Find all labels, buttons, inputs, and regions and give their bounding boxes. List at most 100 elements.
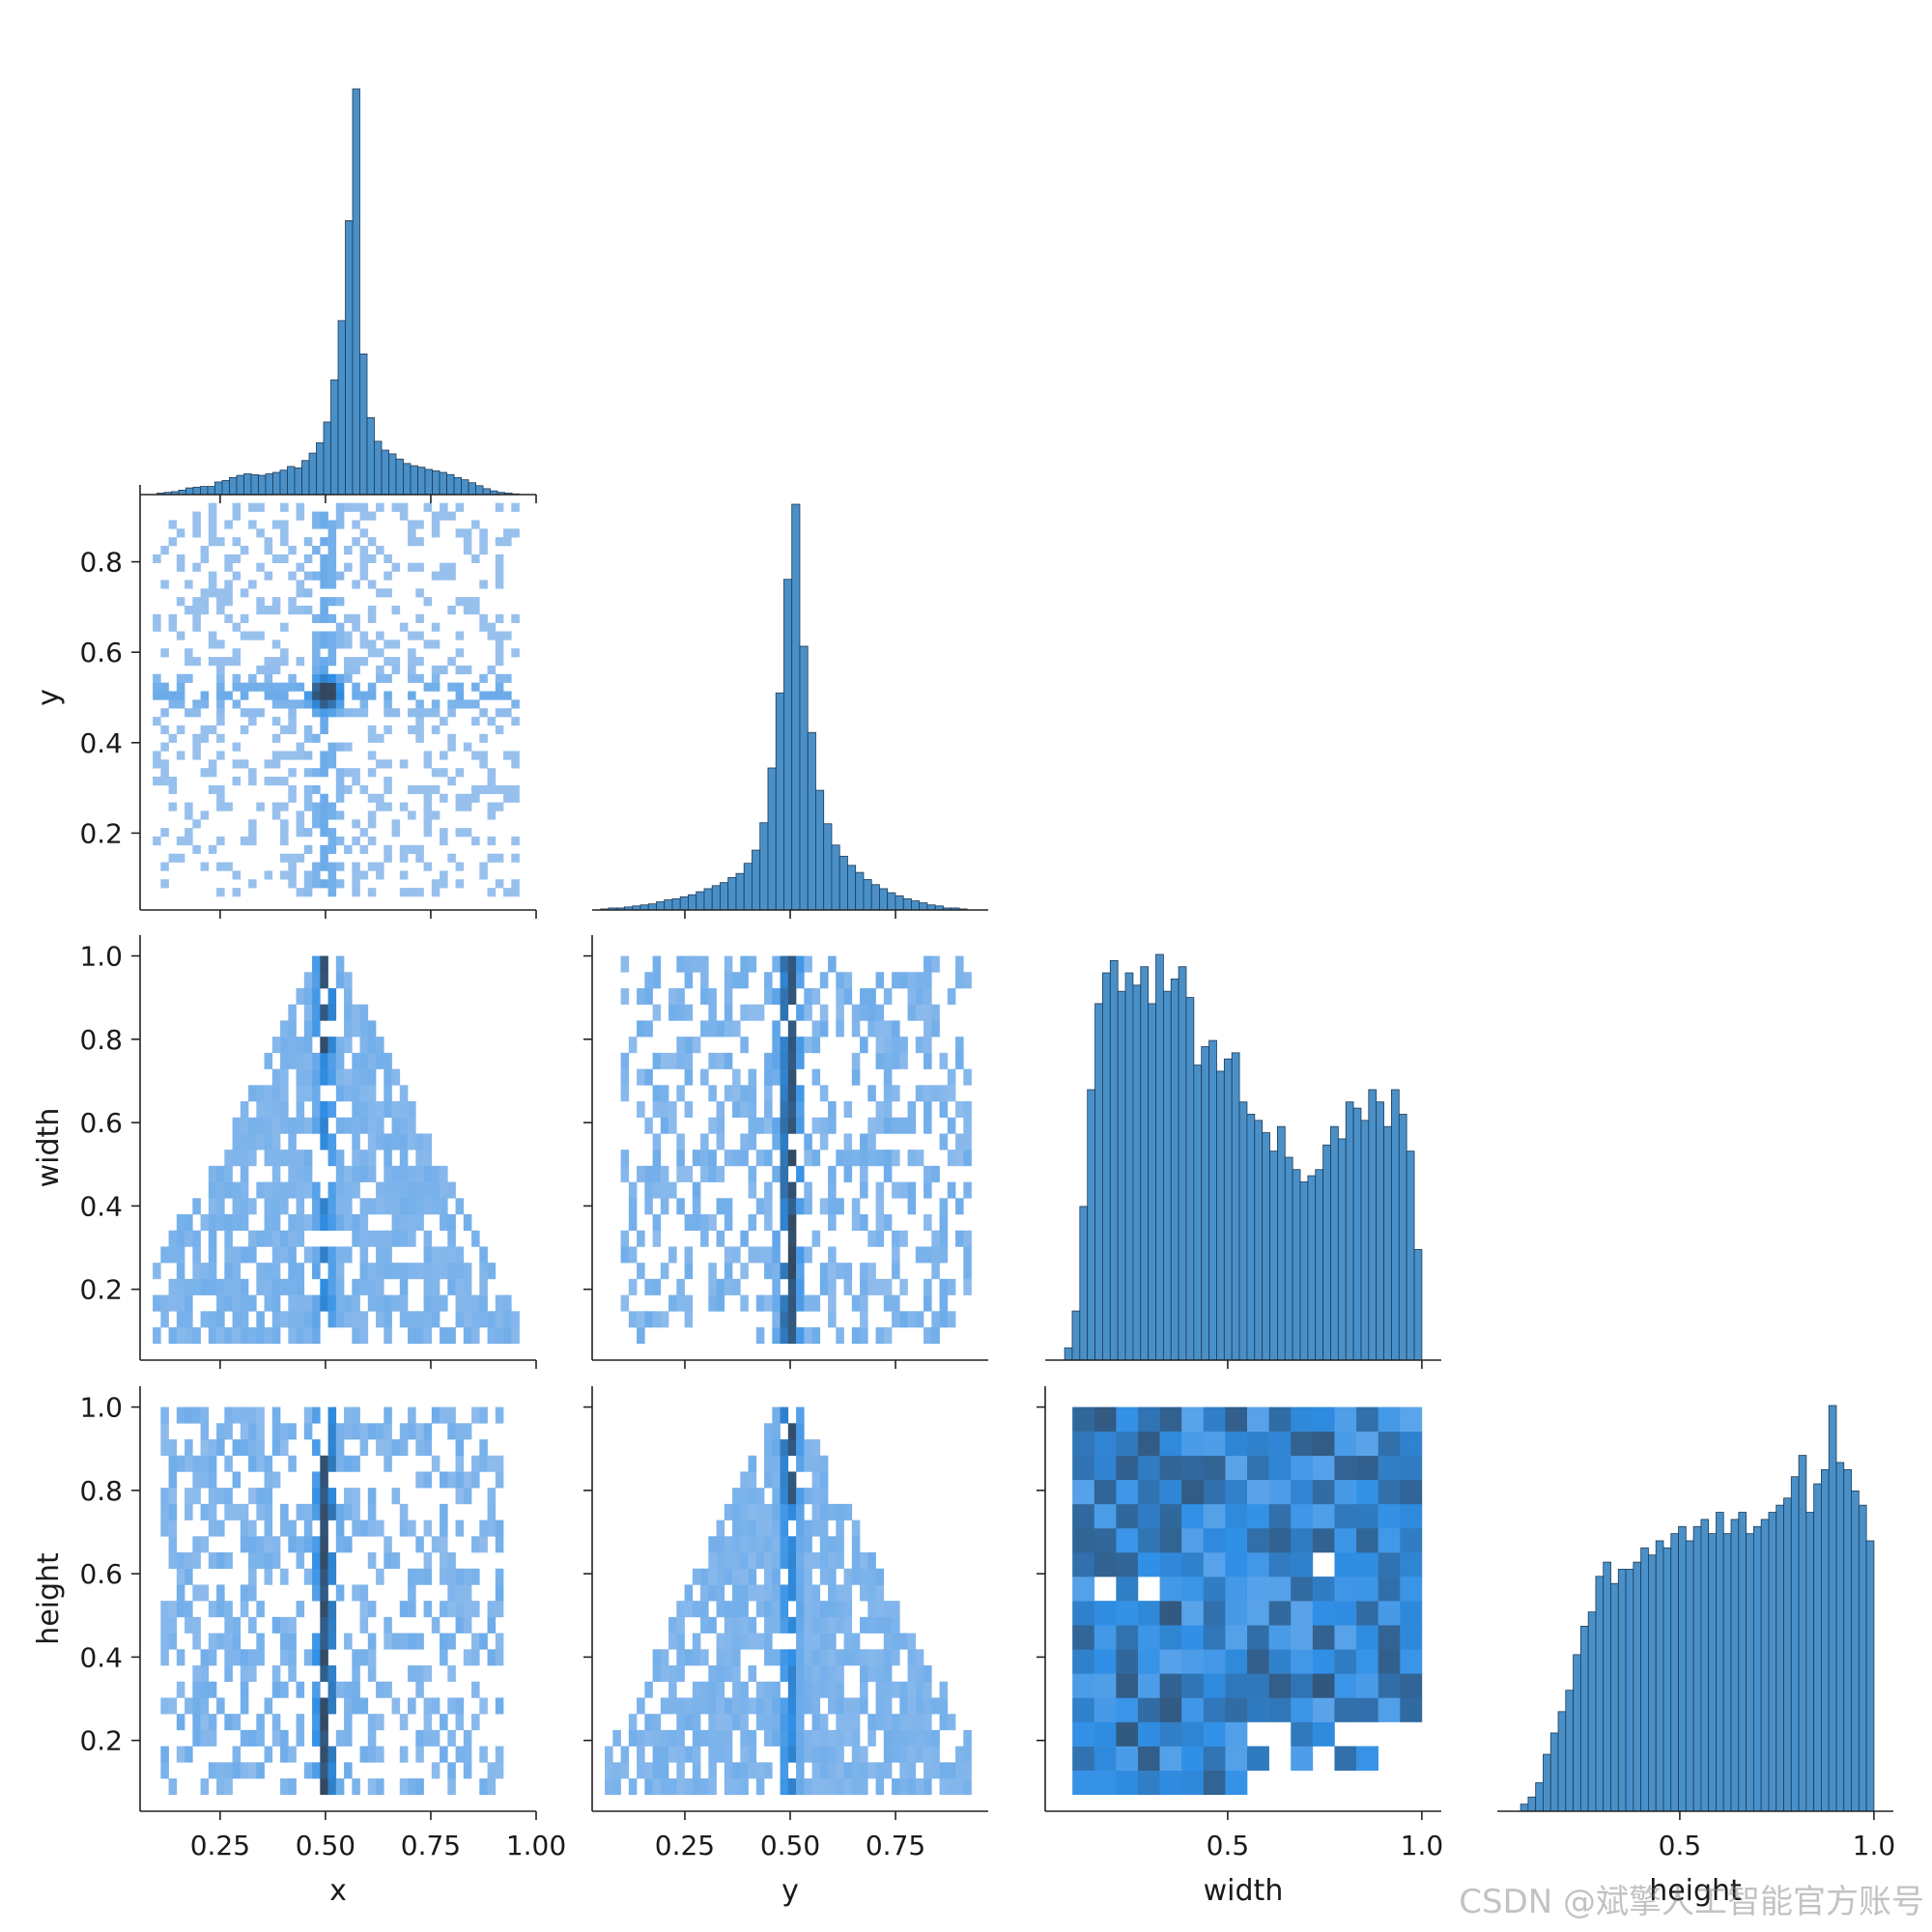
density-cell <box>883 1327 893 1345</box>
density-cell <box>431 1278 440 1295</box>
density-cell <box>628 1311 638 1328</box>
density-cell <box>208 1278 217 1295</box>
density-cell <box>1159 1503 1182 1529</box>
density-cell <box>455 1263 465 1280</box>
density-cell <box>676 1778 685 1796</box>
hist-bar-width <box>1299 1181 1309 1361</box>
density-cell <box>479 751 488 760</box>
density-cell <box>208 657 217 667</box>
density-cell <box>860 1004 868 1021</box>
density-cell <box>399 1601 409 1618</box>
density-cell <box>185 1327 193 1345</box>
density-cell <box>352 657 360 667</box>
density-cell <box>511 613 520 623</box>
density-cell <box>264 1230 273 1247</box>
density-cell <box>216 888 225 897</box>
density-cell <box>399 1101 409 1119</box>
density-cell <box>391 1214 401 1232</box>
density-cell <box>796 1746 805 1763</box>
density-cell <box>495 1471 504 1489</box>
density-cell <box>796 1246 805 1264</box>
density-cell <box>192 742 201 752</box>
density-cell <box>335 793 345 803</box>
density-cell <box>320 657 328 667</box>
density-cell <box>224 1488 233 1505</box>
density-cell <box>303 751 313 760</box>
density-cell <box>1137 1431 1160 1457</box>
density-cell <box>271 1085 281 1102</box>
density-cell <box>883 1037 893 1054</box>
density-cell <box>271 1198 281 1215</box>
density-cell <box>1159 1625 1182 1650</box>
density-cell <box>875 1568 885 1585</box>
density-cell <box>487 717 497 726</box>
density-cell <box>780 1697 789 1715</box>
density-cell <box>700 988 709 1006</box>
density-cell <box>463 1762 472 1779</box>
density-cell <box>344 1633 353 1650</box>
density-cell <box>248 879 257 889</box>
density-cell <box>327 759 337 769</box>
density-cell <box>1203 1503 1226 1529</box>
density-cell <box>684 1778 694 1796</box>
density-cell <box>376 802 384 811</box>
hist-bar-height <box>1692 1525 1702 1812</box>
density-cell <box>271 1714 281 1731</box>
density-cell <box>344 784 353 795</box>
density-cell <box>208 1439 217 1457</box>
density-cell <box>923 1085 932 1102</box>
density-cell <box>431 699 440 709</box>
density-cell <box>867 1552 876 1570</box>
density-cell <box>487 631 497 640</box>
density-cell <box>1137 1552 1160 1577</box>
density-cell <box>359 562 369 572</box>
density-cell <box>684 1649 694 1666</box>
density-cell <box>440 1294 448 1312</box>
density-cell <box>335 571 345 581</box>
density-cell <box>376 1278 384 1295</box>
density-cell <box>772 1552 781 1570</box>
density-cell <box>208 1471 217 1489</box>
density-cell <box>860 1150 868 1167</box>
density-cell <box>256 502 265 512</box>
density-cell <box>1094 1406 1117 1432</box>
density-cell <box>359 1068 369 1086</box>
density-cell <box>764 1762 773 1779</box>
density-cell <box>947 1762 956 1779</box>
density-cell <box>447 1568 456 1585</box>
density-cell <box>1159 1673 1182 1698</box>
density-cell <box>1159 1649 1182 1674</box>
density-cell <box>487 777 497 786</box>
density-cell <box>359 554 369 563</box>
density-cell <box>479 708 488 718</box>
density-cell <box>1116 1527 1139 1553</box>
density-cell <box>216 1520 225 1537</box>
density-cell <box>455 502 465 512</box>
density-cell <box>176 836 185 846</box>
density-cell <box>787 1488 797 1505</box>
density-cell <box>352 1117 360 1134</box>
density-cell <box>208 759 217 769</box>
density-cell <box>408 1697 416 1715</box>
density-cell <box>804 1439 812 1457</box>
density-cell <box>359 502 369 512</box>
density-cell <box>192 1246 201 1264</box>
density-cell <box>503 793 512 803</box>
density-cell <box>787 1294 797 1312</box>
density-cell <box>303 1406 313 1424</box>
density-cell <box>495 1406 504 1424</box>
density-cell <box>415 844 424 854</box>
density-cell <box>327 691 337 700</box>
density-cell <box>415 784 424 795</box>
density-cell <box>352 1665 360 1683</box>
hist-bar-x <box>482 488 491 496</box>
density-cell <box>684 1101 694 1119</box>
density-cell <box>923 955 932 973</box>
hist-bar-x <box>258 474 267 496</box>
hist-bar-width <box>1124 972 1134 1361</box>
density-cell <box>867 1665 876 1683</box>
density-cell <box>796 1101 805 1119</box>
density-cell <box>431 665 440 675</box>
density-cell <box>1203 1721 1226 1747</box>
density-cell <box>748 1068 757 1086</box>
